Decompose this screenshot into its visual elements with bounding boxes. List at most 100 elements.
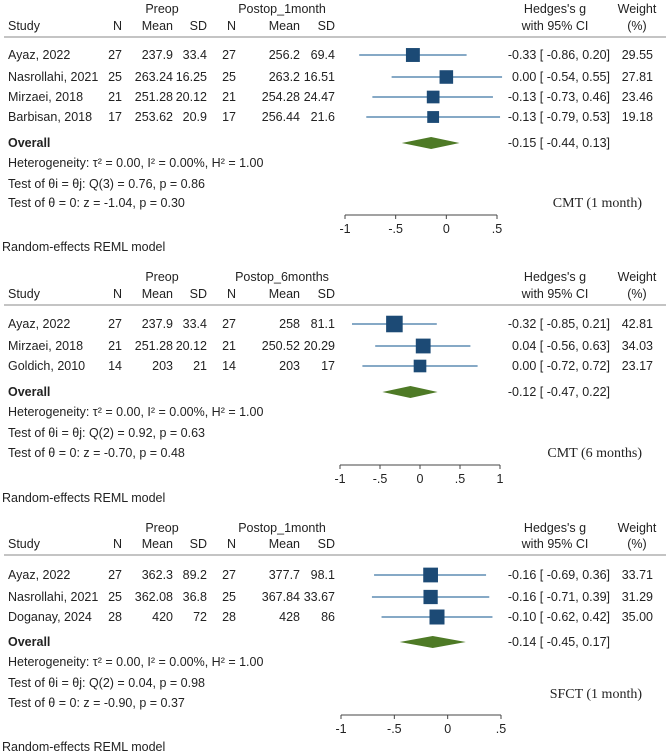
weight-value: 27.81: [622, 70, 653, 84]
effect-ci-text: 0.00 [ -0.72, 0.72]: [512, 359, 610, 373]
study-name: Nasrollahi, 2021: [8, 70, 98, 84]
mean1-value: 251.28: [135, 339, 173, 353]
n1-header: N: [113, 287, 122, 301]
n1-value: 21: [108, 339, 122, 353]
sd1-value: 36.8: [183, 590, 207, 604]
n1-value: 14: [108, 359, 122, 373]
sd1-value: 72: [193, 610, 207, 624]
x-tick-label: .5: [455, 472, 465, 486]
group1-header: Preop: [145, 521, 178, 535]
mean2-header: Mean: [269, 19, 300, 33]
effect-square: [423, 567, 438, 583]
sd1-header: SD: [190, 287, 207, 301]
sd1-header: SD: [190, 537, 207, 551]
sd1-value: 33.4: [183, 317, 207, 331]
stat-line: Test of θ = 0: z = -0.70, p = 0.48: [8, 446, 185, 460]
mean1-value: 251.28: [135, 90, 173, 104]
n2-value: 17: [222, 110, 236, 124]
study-row: Ayaz, 2022 27 237.9 33.4 27 256.2 69.4 -0.33 [ …: [8, 48, 653, 62]
study-row: Ayaz, 2022 27 237.9 33.4 27 258 81.1 -0.32 [ -0…: [8, 315, 653, 333]
x-tick-label: -.5: [388, 222, 403, 236]
effect-ci-text: -0.13 [ -0.73, 0.46]: [508, 90, 610, 104]
forest-panel-1: Preop Postop_1month Hedges's g Weight Study N…: [2, 2, 666, 254]
stat-line: Test of θi = θj: Q(2) = 0.92, p = 0.63: [8, 426, 205, 440]
sd1-value: 16.25: [176, 70, 207, 84]
effect-ci-text: 0.04 [ -0.56, 0.63]: [512, 339, 610, 353]
panel-title: SFCT (1 month): [550, 687, 643, 702]
mean2-value: 250.52: [262, 339, 300, 353]
footnote: Random-effects REML model: [2, 240, 165, 254]
effect-square: [427, 111, 440, 123]
group2-header: Postop_1month: [238, 521, 326, 535]
x-tick-label: -.5: [387, 722, 402, 736]
effect-square: [426, 90, 440, 104]
overall-label: Overall: [8, 635, 50, 649]
weight-subheader: (%): [627, 537, 646, 551]
sd2-value: 16.51: [304, 70, 335, 84]
study-row: Doganay, 2024 28 420 72 28 428 86 -0.10 [ -0.62…: [8, 609, 653, 625]
study-row: Ayaz, 2022 27 362.3 89.2 27 377.7 98.1 -0.16 [ …: [8, 567, 653, 583]
mean2-header: Mean: [269, 537, 300, 551]
effect-ci-text: -0.10 [ -0.62, 0.42]: [508, 610, 610, 624]
effect-ci-text: -0.16 [ -0.69, 0.36]: [508, 568, 610, 582]
n2-header: N: [227, 537, 236, 551]
n1-value: 25: [108, 590, 122, 604]
group1-header: Preop: [145, 270, 178, 284]
sd2-value: 33.67: [304, 590, 335, 604]
group2-header: Postop_6months: [235, 270, 329, 284]
panel-title: CMT (6 months): [547, 446, 642, 461]
mean1-value: 237.9: [142, 48, 173, 62]
group1-header: Preop: [145, 2, 178, 16]
weight-value: 34.03: [622, 339, 653, 353]
sd2-value: 17: [321, 359, 335, 373]
mean2-value: 203: [279, 359, 300, 373]
n2-header: N: [227, 287, 236, 301]
weight-value: 23.46: [622, 90, 653, 104]
effect-header: Hedges's g: [524, 2, 586, 16]
effect-ci-text: -0.13 [ -0.79, 0.53]: [508, 110, 610, 124]
mean2-value: 256.2: [269, 48, 300, 62]
study-name: Goldich, 2010: [8, 359, 85, 373]
n2-value: 14: [222, 359, 236, 373]
group2-header: Postop_1month: [238, 2, 326, 16]
overall-label: Overall: [8, 136, 50, 150]
sd2-value: 86: [321, 610, 335, 624]
n2-value: 27: [222, 317, 236, 331]
stat-line: Test of θ = 0: z = -1.04, p = 0.30: [8, 196, 185, 210]
study-header: Study: [8, 537, 41, 551]
study-row: Nasrollahi, 2021 25 362.08 36.8 25 367.84 33.6…: [8, 589, 653, 605]
effect-square: [429, 609, 445, 625]
effect-subheader: with 95% CI: [521, 287, 589, 301]
study-row: Goldich, 2010 14 203 21 14 203 17 0.00 [ -0.72,…: [8, 359, 653, 373]
stat-line: Test of θ = 0: z = -0.90, p = 0.37: [8, 696, 185, 710]
x-tick-label: -1: [335, 722, 346, 736]
weight-value: 33.71: [622, 568, 653, 582]
weight-value: 29.55: [622, 48, 653, 62]
effect-square: [423, 589, 438, 605]
stat-line: Heterogeneity: τ² = 0.00, I² = 0.00%, H²…: [8, 156, 263, 170]
sd2-header: SD: [318, 537, 335, 551]
sd2-value: 20.29: [304, 339, 335, 353]
overall-diamond: [401, 137, 460, 149]
mean2-value: 377.7: [269, 568, 300, 582]
mean1-value: 237.9: [142, 317, 173, 331]
weight-value: 31.29: [622, 590, 653, 604]
sd2-value: 24.47: [304, 90, 335, 104]
mean2-value: 428: [279, 610, 300, 624]
effect-ci-text: -0.33 [ -0.86, 0.20]: [508, 48, 610, 62]
study-row: Mirzaei, 2018 21 251.28 20.12 21 254.28 24.47 -…: [8, 90, 653, 104]
sd2-header: SD: [318, 287, 335, 301]
n1-value: 21: [108, 90, 122, 104]
effect-ci-text: -0.16 [ -0.71, 0.39]: [508, 590, 610, 604]
sd1-value: 20.12: [176, 339, 207, 353]
x-tick-label: 0: [444, 722, 451, 736]
x-tick-label: -1: [334, 472, 345, 486]
n1-value: 17: [108, 110, 122, 124]
weight-subheader: (%): [627, 287, 646, 301]
study-name: Ayaz, 2022: [8, 48, 70, 62]
sd2-value: 21.6: [311, 110, 335, 124]
n1-value: 25: [108, 70, 122, 84]
effect-square: [415, 338, 431, 354]
x-tick-label: 0: [417, 472, 424, 486]
